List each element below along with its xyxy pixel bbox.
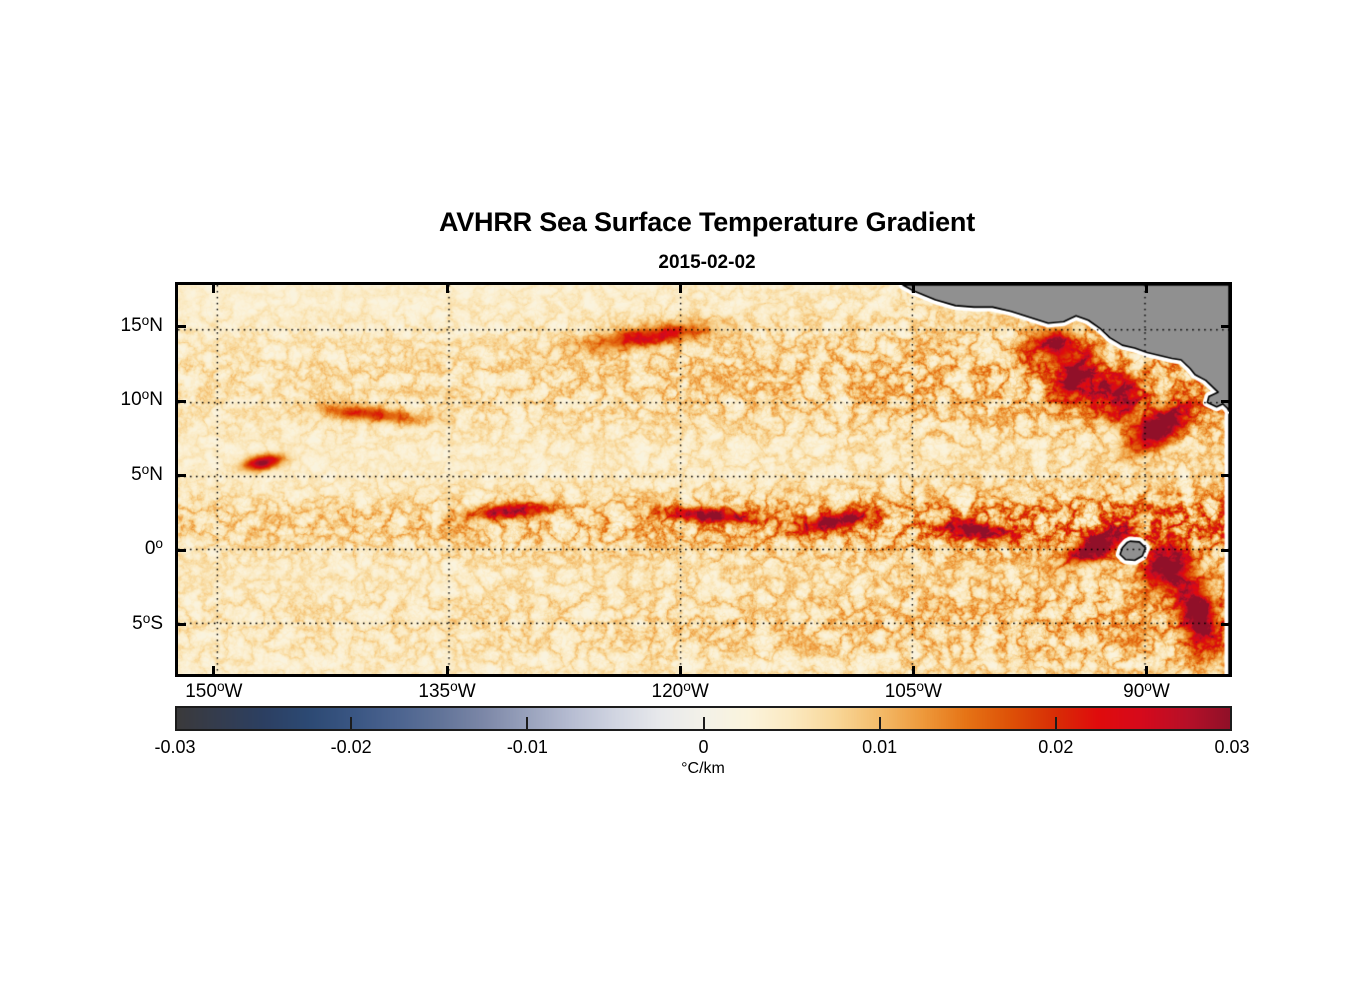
- y-tick-right-3: [1221, 548, 1232, 552]
- sst-gradient-heatmap: [178, 285, 1229, 674]
- x-tick-top-4: [1145, 282, 1148, 293]
- x-tick-label-1: 135oW: [418, 678, 476, 702]
- y-tick-3: [175, 548, 186, 552]
- x-tick-top-2: [678, 282, 682, 293]
- y-tick-right-2: [1221, 474, 1232, 478]
- chart-title: AVHRR Sea Surface Temperature Gradient: [438, 207, 976, 237]
- y-tick-label-3: 0o: [144, 536, 163, 560]
- colorbar-tick-label-4: 0.01: [862, 737, 898, 757]
- x-tick-label-0: 150oW: [185, 678, 243, 702]
- colorbar-tick-label-6: 0.03: [1214, 737, 1250, 757]
- colorbar-tick-label-1: -0.02: [330, 737, 372, 757]
- y-tick-label-4: 5oS: [132, 610, 163, 634]
- y-tick-right-4: [1221, 623, 1232, 627]
- x-tick-1: [445, 666, 449, 677]
- y-tick-right-0: [1221, 325, 1232, 329]
- y-tick-0: [175, 325, 186, 329]
- colorbar-tick-label-2: -0.01: [506, 737, 548, 757]
- y-tick-1: [175, 399, 186, 403]
- colorbar-tick-1: [350, 717, 353, 731]
- chart-subtitle: 2015-02-02: [658, 252, 756, 273]
- x-tick-top-1: [445, 282, 449, 293]
- colorbar-tick-2: [526, 717, 529, 731]
- x-tick-3: [911, 666, 915, 677]
- x-tick-top-3: [911, 282, 915, 293]
- x-tick-label-3: 105oW: [884, 678, 942, 702]
- colorbar-unit-label: °C/km: [681, 760, 725, 777]
- x-tick-label-4: 90oW: [1123, 678, 1170, 702]
- x-tick-0: [212, 666, 216, 677]
- colorbar-tick-3: [702, 717, 705, 731]
- colorbar-tick-label-5: 0.02: [1038, 737, 1074, 757]
- x-tick-4: [1145, 666, 1148, 677]
- y-tick-2: [175, 474, 186, 478]
- colorbar-tick-label-0: -0.03: [154, 737, 196, 757]
- x-tick-2: [678, 666, 682, 677]
- colorbar-tick-4: [878, 717, 881, 731]
- colorbar-tick-label-3: 0: [698, 737, 709, 757]
- x-tick-top-0: [212, 282, 216, 293]
- y-tick-label-1: 10oN: [120, 387, 163, 411]
- y-tick-4: [175, 623, 186, 627]
- colorbar-tick-5: [1054, 717, 1057, 731]
- y-tick-label-0: 15oN: [120, 312, 163, 336]
- y-tick-right-1: [1221, 399, 1232, 403]
- y-tick-label-2: 5oN: [131, 461, 163, 485]
- map-axes[interactable]: [175, 282, 1232, 677]
- x-tick-label-2: 120oW: [651, 678, 709, 702]
